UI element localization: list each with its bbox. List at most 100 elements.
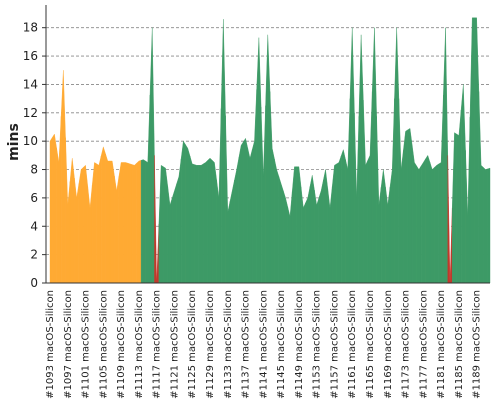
area-segment	[452, 132, 457, 284]
area-segment	[132, 162, 137, 284]
area-segment	[274, 158, 280, 284]
area-segment	[225, 115, 231, 284]
area-segment	[300, 187, 306, 284]
area-segment	[83, 164, 88, 284]
area-segment	[123, 162, 128, 284]
x-tick-label: #1165 macOS-Silicon	[365, 290, 376, 399]
area-segment	[403, 129, 408, 284]
area-segment	[172, 183, 177, 284]
area-segment	[318, 180, 324, 284]
x-tick-label: #1101 macOS-Silicon	[81, 290, 92, 399]
area-segment	[203, 159, 208, 284]
area-segment	[372, 27, 377, 284]
area-segment	[74, 178, 80, 284]
x-tick-label: #1117 macOS-Silicon	[152, 290, 163, 399]
area-segment	[456, 109, 462, 284]
area-segment	[118, 162, 124, 284]
area-segment	[465, 117, 471, 284]
area-segment	[207, 157, 213, 284]
area-segment	[340, 148, 346, 284]
area-segment	[167, 186, 173, 284]
x-tick-label: #1133 macOS-Silicon	[223, 290, 234, 399]
area-segment	[327, 186, 333, 284]
area-segment	[69, 158, 75, 284]
area-segment	[407, 128, 413, 284]
area-segment	[332, 163, 337, 284]
area-segment	[176, 158, 182, 284]
y-tick-label: 6	[30, 191, 38, 205]
area-segment	[247, 148, 253, 284]
y-axis-label: mins	[6, 123, 22, 161]
area-segment	[78, 166, 84, 284]
y-tick-label: 8	[30, 163, 38, 177]
y-tick-label: 12	[23, 106, 38, 120]
area-segment	[323, 169, 328, 284]
area-segment	[163, 166, 168, 284]
area-segment	[292, 166, 297, 284]
y-tick-label: 16	[23, 49, 38, 63]
x-tick-label: #1121 macOS-Silicon	[169, 290, 180, 399]
area-segment	[314, 190, 320, 284]
x-tick-label: #1141 macOS-Silicon	[258, 290, 269, 399]
area-segment	[87, 185, 93, 284]
area-segment	[434, 163, 440, 284]
area-segment	[460, 84, 466, 284]
area-segment	[198, 163, 204, 284]
x-tick-label: #1145 macOS-Silicon	[276, 290, 287, 399]
area-segment	[229, 180, 235, 284]
x-tick-label: #1105 macOS-Silicon	[98, 290, 109, 399]
area-segment	[487, 167, 491, 284]
y-tick-label: 10	[23, 134, 38, 148]
area-segment	[416, 165, 422, 284]
area-segment	[100, 146, 106, 284]
area-segment	[420, 158, 426, 284]
area-segment	[243, 137, 248, 284]
area-segment	[127, 162, 133, 284]
x-tick-label: #1189 macOS-Silicon	[472, 290, 483, 399]
area-segment	[354, 112, 360, 284]
area-segment	[447, 155, 453, 284]
area-segment	[220, 19, 226, 284]
area-segment	[154, 155, 160, 284]
area-segment	[49, 136, 53, 284]
area-segment	[278, 176, 284, 284]
area-segment	[92, 162, 97, 284]
x-tick-label: #1109 macOS-Silicon	[116, 290, 127, 399]
area-segment	[380, 169, 386, 284]
y-tick-label: 18	[23, 21, 38, 35]
x-tick-label: #1157 macOS-Silicon	[329, 290, 340, 399]
y-tick-label: 2	[30, 248, 38, 262]
area-segment	[260, 105, 266, 284]
x-tick-label: #1149 macOS-Silicon	[294, 290, 305, 399]
area-segment	[367, 91, 373, 284]
area-segment	[216, 108, 222, 284]
area-segment	[238, 141, 244, 284]
area-segment	[194, 164, 200, 284]
area-segment	[305, 186, 311, 284]
x-tick-label: #1185 macOS-Silicon	[454, 290, 465, 399]
x-tick-label: #1177 macOS-Silicon	[418, 290, 429, 399]
area-segment	[478, 91, 484, 284]
area-segment	[345, 98, 351, 284]
area-segment	[469, 17, 475, 284]
area-segment	[358, 34, 364, 284]
area-segment	[429, 162, 435, 284]
area-segment	[149, 27, 155, 284]
x-tick-label: #1093 macOS-Silicon	[45, 290, 56, 399]
area-segment	[349, 27, 355, 284]
x-tick-label: #1137 macOS-Silicon	[241, 290, 252, 399]
x-tick-label: #1125 macOS-Silicon	[187, 290, 198, 399]
area-segment	[309, 175, 315, 284]
x-tick-label: #1173 macOS-Silicon	[401, 290, 412, 399]
area-segment	[363, 100, 368, 284]
area-segment	[389, 98, 395, 284]
area-segment	[96, 156, 102, 284]
area-segment	[65, 137, 71, 284]
area-segment	[283, 190, 288, 284]
area-segment	[394, 27, 400, 284]
area-segment	[412, 145, 417, 284]
area-segment	[105, 153, 111, 284]
area-segment	[265, 34, 271, 284]
area-segment	[287, 191, 293, 284]
